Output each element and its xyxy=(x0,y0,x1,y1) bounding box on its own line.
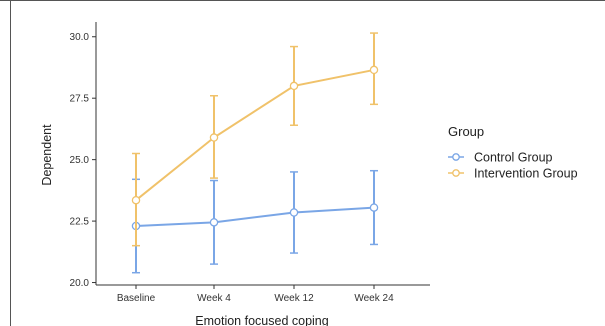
data-point xyxy=(369,65,379,75)
legend-label: Intervention Group xyxy=(474,167,578,181)
data-point xyxy=(131,195,141,205)
x-tick-label: Week 24 xyxy=(354,293,394,304)
frame-top-border xyxy=(0,0,605,1)
data-point xyxy=(289,81,299,91)
series-line xyxy=(135,206,375,228)
data-point xyxy=(209,218,219,227)
legend-label: Control Group xyxy=(474,151,553,165)
data-point xyxy=(369,203,379,212)
y-tick-label: 25.0 xyxy=(70,155,90,166)
series-1 xyxy=(131,32,379,247)
data-point xyxy=(289,208,299,217)
frame-left-border xyxy=(10,0,11,326)
y-tick-label: 30.0 xyxy=(70,32,90,43)
legend-entry: Intervention Group xyxy=(448,167,578,181)
legend-entry: Control Group xyxy=(448,151,553,165)
y-tick-label: 22.5 xyxy=(70,217,90,228)
data-point xyxy=(209,133,219,142)
x-tick-label: Week 12 xyxy=(274,293,314,304)
chart-axes: 20.0 22.5 25.0 27.5 30.0 Baseline Week 4 Week 1… xyxy=(70,22,430,304)
series-line xyxy=(135,68,375,201)
y-tick-label: 27.5 xyxy=(70,94,90,105)
legend-title: Group xyxy=(448,124,484,139)
chart-series-layer xyxy=(131,32,379,274)
y-tick-label: 20.0 xyxy=(70,278,90,289)
chart-legend: Group Control Group Intervention Group xyxy=(448,124,578,181)
y-axis-title: Dependent xyxy=(40,124,54,186)
x-tick-label: Baseline xyxy=(117,293,156,304)
x-axis-title: Emotion focused coping xyxy=(195,314,328,326)
legend-swatch-point xyxy=(452,153,460,161)
legend-swatch-point xyxy=(452,169,460,177)
series-0 xyxy=(131,169,379,274)
x-tick-label: Week 4 xyxy=(197,293,231,304)
